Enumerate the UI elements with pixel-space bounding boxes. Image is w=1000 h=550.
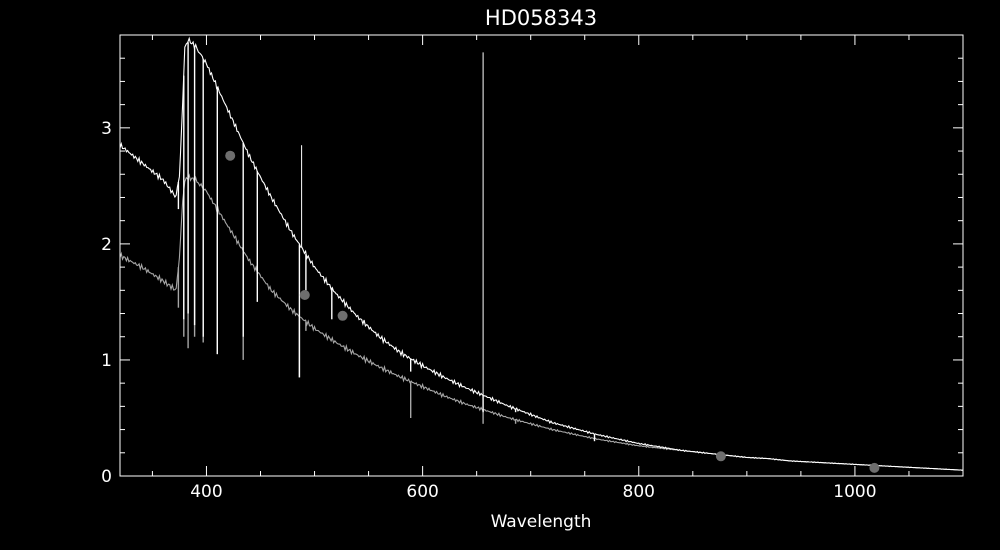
series-layer — [119, 36, 963, 473]
y-tick-label: 1 — [101, 351, 112, 371]
photometry-points — [225, 150, 880, 473]
photometry-point — [225, 150, 236, 161]
series-lower — [119, 173, 963, 471]
x-axis-label: Wavelength — [491, 512, 592, 532]
series-line — [119, 36, 963, 471]
chart-title: HD058343 — [485, 6, 597, 30]
photometry-point — [337, 310, 348, 321]
x-tick-label: 600 — [406, 482, 438, 502]
plot-frame — [119, 34, 964, 477]
series-line — [119, 173, 963, 471]
photometry-point — [299, 290, 310, 300]
y-tick-label: 2 — [101, 235, 112, 255]
x-tick-label: 400 — [190, 482, 222, 502]
photometry-point — [715, 451, 726, 462]
photometry-point — [869, 462, 880, 473]
y-tick-label: 0 — [101, 467, 112, 487]
x-tick-label: 800 — [623, 482, 655, 502]
x-tick-label: 1000 — [833, 482, 876, 502]
series-upper — [119, 36, 963, 471]
tick-layer: 400 600 800 1000 0 1 2 3 — [101, 34, 964, 502]
y-tick-label: 3 — [101, 119, 112, 139]
